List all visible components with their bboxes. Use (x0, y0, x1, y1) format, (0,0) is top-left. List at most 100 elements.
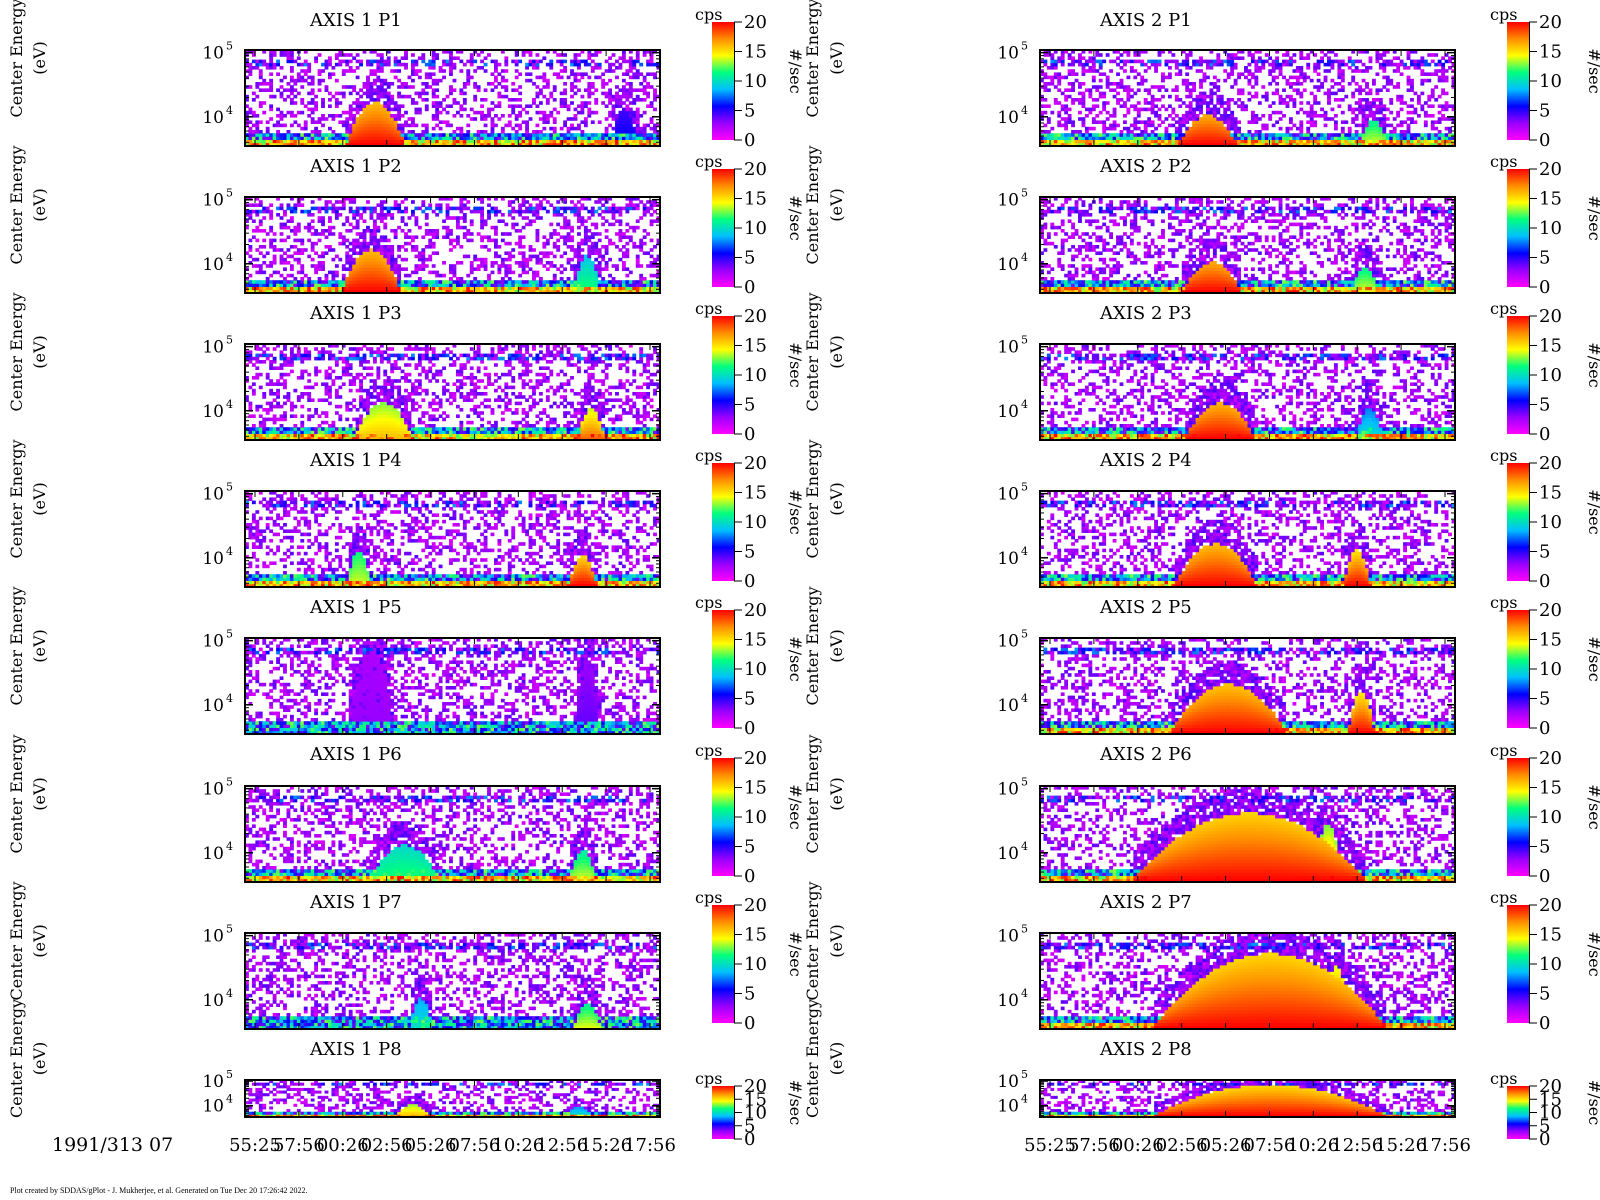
heatmap-cell (376, 62, 381, 67)
heatmap-cell (352, 88, 357, 92)
heatmap-cell (321, 356, 325, 361)
heatmap-cell (265, 411, 270, 415)
heatmap-cell (345, 59, 350, 64)
heatmap-cell (314, 104, 319, 108)
heatmap-cell (303, 350, 308, 354)
heatmap-cell (435, 213, 440, 217)
heatmap-cell (393, 401, 398, 406)
heatmap-cell (525, 411, 529, 415)
heatmap-cell (511, 59, 516, 64)
heatmap-cell (397, 59, 402, 64)
heatmap-cell (469, 376, 474, 380)
heatmap-cell (352, 225, 357, 230)
heatmap-cell (251, 392, 256, 396)
colorbar-tick-label: 20 (744, 12, 767, 33)
heatmap-cell (390, 245, 395, 249)
heatmap-cell (269, 241, 274, 246)
heatmap-cell (611, 139, 616, 144)
heatmap-cell (507, 139, 512, 144)
heatmap-cell (570, 229, 574, 233)
heatmap-cell (494, 436, 498, 441)
heatmap-cell (307, 133, 312, 137)
heatmap-cell (362, 101, 367, 105)
heatmap-cell (632, 101, 637, 105)
heatmap-cell (324, 200, 329, 204)
heatmap-cell (635, 225, 640, 230)
heatmap-cell (379, 392, 384, 396)
heatmap-cell (386, 238, 391, 243)
heatmap-cell (590, 110, 595, 115)
heatmap-cell (366, 136, 370, 140)
y-axis-unit: (eV) (30, 41, 49, 75)
heatmap-cell (379, 117, 384, 121)
heatmap-cell (483, 142, 488, 147)
heatmap-cell (324, 139, 329, 144)
heatmap-cell (317, 72, 322, 76)
heatmap-cell (480, 139, 485, 144)
heatmap-cell (442, 75, 446, 80)
heatmap-cell (521, 267, 526, 271)
heatmap-cell (414, 401, 419, 406)
heatmap-cell (352, 130, 357, 134)
heatmap-cell (383, 123, 388, 128)
heatmap-cell (314, 286, 319, 291)
heatmap-cell (511, 385, 516, 390)
heatmap-cell (400, 123, 405, 128)
heatmap-cell (611, 136, 616, 140)
heatmap-cell (362, 238, 367, 243)
heatmap-cell (459, 245, 464, 249)
heatmap-cell (421, 369, 426, 374)
heatmap-cell (559, 277, 564, 281)
heatmap-cell (435, 229, 440, 233)
heatmap-cell (435, 286, 440, 291)
heatmap-cell (414, 270, 419, 275)
heatmap-cell (424, 424, 429, 428)
heatmap-cell (511, 289, 516, 294)
heatmap-cell (379, 401, 384, 406)
heatmap-cell (296, 72, 301, 76)
heatmap-cell (521, 270, 526, 275)
heatmap-cell (362, 219, 367, 223)
heatmap-cell (424, 206, 429, 211)
heatmap-cell (362, 133, 367, 137)
heatmap-cell (625, 222, 630, 227)
heatmap-cell (580, 261, 585, 265)
heatmap-cell (393, 264, 398, 268)
heatmap-cell (386, 257, 391, 262)
heatmap-cell (245, 289, 249, 294)
heatmap-cell (459, 59, 464, 64)
heatmap-cell (615, 286, 619, 291)
heatmap-cell (514, 53, 519, 57)
heatmap-cell (338, 433, 343, 438)
heatmap-cell (369, 366, 374, 370)
heatmap-cell (397, 94, 402, 99)
heatmap-cell (314, 408, 319, 412)
heatmap-cell (411, 289, 415, 294)
heatmap-cell (390, 433, 395, 438)
heatmap-cell (528, 385, 533, 390)
heatmap-cell (258, 283, 263, 287)
heatmap-cell (646, 286, 651, 291)
heatmap-cell (494, 59, 498, 64)
heatmap-cell (442, 388, 446, 393)
heatmap-cell (597, 289, 602, 294)
heatmap-cell (376, 110, 381, 115)
heatmap-cell (334, 104, 339, 108)
heatmap-cell (404, 289, 408, 294)
heatmap-cell (283, 50, 287, 54)
heatmap-cell (269, 213, 274, 217)
heatmap-cell (518, 372, 523, 377)
heatmap-cell (397, 273, 402, 278)
heatmap-cell (366, 289, 370, 294)
heatmap-cell (369, 280, 374, 284)
heatmap-cell (521, 225, 526, 230)
heatmap-cell (307, 433, 312, 438)
heatmap-cell (459, 427, 464, 431)
heatmap-cell (424, 136, 429, 140)
heatmap-cell (286, 280, 291, 284)
heatmap-cell (587, 248, 592, 252)
heatmap-cell (262, 101, 267, 105)
heatmap-cell (469, 366, 474, 370)
heatmap-cell (276, 286, 280, 291)
heatmap-cell (245, 50, 249, 54)
